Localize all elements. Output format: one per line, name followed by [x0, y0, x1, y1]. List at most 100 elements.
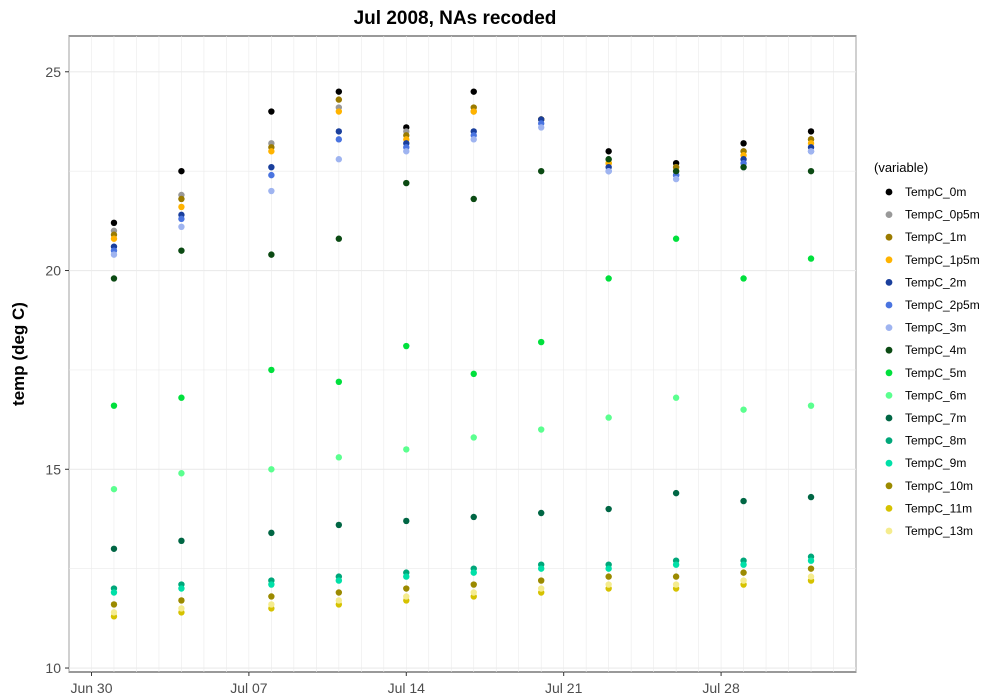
- data-point: [470, 581, 477, 588]
- data-point: [403, 342, 410, 350]
- data-point: [672, 489, 680, 497]
- data-point: [605, 565, 612, 572]
- data-point: [335, 577, 343, 584]
- chart-title: Jul 2008, NAs recoded: [354, 8, 557, 29]
- y-tick-label: 15: [45, 461, 61, 477]
- data-point: [178, 195, 185, 203]
- data-point: [740, 406, 747, 413]
- plot-panel: [68, 35, 857, 673]
- x-tick-label: Jul 14: [388, 680, 426, 696]
- legend-label: TempC_3m: [905, 321, 966, 335]
- data-point: [110, 545, 118, 552]
- legend-key: [885, 346, 893, 354]
- data-point: [538, 338, 545, 346]
- data-point: [268, 251, 275, 258]
- legend-label: TempC_0m: [905, 185, 966, 199]
- data-point: [110, 251, 118, 258]
- data-point: [178, 585, 185, 592]
- data-point: [403, 573, 410, 580]
- data-point: [740, 140, 747, 147]
- legend-label: TempC_7m: [905, 411, 966, 425]
- data-points: [110, 88, 815, 620]
- legend-key: [885, 279, 893, 286]
- data-point: [335, 136, 343, 143]
- data-point: [268, 601, 275, 608]
- data-point: [403, 517, 410, 525]
- data-point: [470, 513, 477, 521]
- data-point: [807, 565, 815, 572]
- data-point: [335, 128, 343, 135]
- legend-key: [885, 482, 893, 490]
- data-point: [178, 470, 185, 477]
- data-point: [110, 275, 118, 282]
- series-TempC_13m: [110, 573, 815, 616]
- series-TempC_6m: [110, 394, 815, 493]
- legend-label: TempC_10m: [905, 479, 973, 493]
- data-point: [740, 163, 747, 171]
- data-point: [268, 581, 275, 588]
- x-axis: Jun 30 Jul 07 Jul 14 Jul 21 Jul 28: [70, 672, 740, 696]
- series-TempC_4m: [110, 156, 815, 282]
- data-point: [403, 179, 410, 187]
- data-point: [178, 597, 185, 604]
- data-point: [268, 171, 275, 179]
- legend-key: [885, 233, 893, 241]
- data-point: [740, 497, 747, 505]
- data-point: [740, 561, 747, 568]
- data-point: [268, 163, 275, 171]
- legend-label: TempC_5m: [905, 366, 966, 380]
- x-tick-label: Jun 30: [70, 680, 112, 696]
- data-point: [268, 108, 275, 115]
- data-point: [178, 605, 185, 612]
- legend-label: TempC_11m: [905, 501, 972, 515]
- data-point: [110, 485, 118, 493]
- data-point: [538, 577, 545, 584]
- data-point: [335, 378, 343, 386]
- data-point: [807, 402, 815, 409]
- data-point: [470, 370, 477, 378]
- data-point: [268, 593, 275, 600]
- y-tick-label: 20: [45, 263, 61, 279]
- data-point: [335, 454, 343, 461]
- series-TempC_7m: [110, 489, 815, 552]
- data-point: [605, 275, 612, 282]
- data-point: [807, 167, 815, 175]
- data-point: [605, 573, 612, 580]
- data-point: [335, 108, 343, 115]
- data-point: [110, 402, 118, 409]
- data-point: [672, 394, 680, 401]
- x-tick-label: Jul 21: [545, 680, 583, 696]
- legend-key: [885, 414, 893, 422]
- data-point: [110, 601, 118, 608]
- y-tick-label: 25: [45, 64, 61, 80]
- data-point: [110, 589, 118, 596]
- data-point: [470, 569, 477, 576]
- data-point: [335, 156, 343, 163]
- data-point: [538, 585, 545, 592]
- data-point: [672, 573, 680, 580]
- legend-label: TempC_2m: [905, 275, 966, 289]
- data-point: [807, 557, 815, 564]
- data-point: [178, 223, 185, 230]
- legend-key: [885, 211, 893, 219]
- data-point: [740, 569, 747, 576]
- series-TempC_9m: [110, 557, 815, 596]
- data-point: [335, 235, 343, 242]
- data-point: [335, 589, 343, 596]
- legend-label: TempC_1p5m: [905, 253, 980, 267]
- legend-label: TempC_1m: [905, 230, 966, 244]
- data-point: [605, 156, 612, 163]
- data-point: [178, 215, 185, 223]
- data-point: [403, 593, 410, 600]
- legend-label: TempC_8m: [905, 434, 966, 448]
- series-TempC_5m: [110, 235, 815, 409]
- legend-key: [885, 459, 893, 467]
- data-point: [807, 148, 815, 155]
- legend-key: [885, 256, 893, 264]
- data-point: [672, 581, 680, 588]
- data-point: [538, 565, 545, 572]
- data-point: [178, 394, 185, 401]
- legend-label: TempC_6m: [905, 388, 966, 402]
- legend-key: [885, 324, 893, 331]
- legend-label: TempC_9m: [905, 456, 966, 470]
